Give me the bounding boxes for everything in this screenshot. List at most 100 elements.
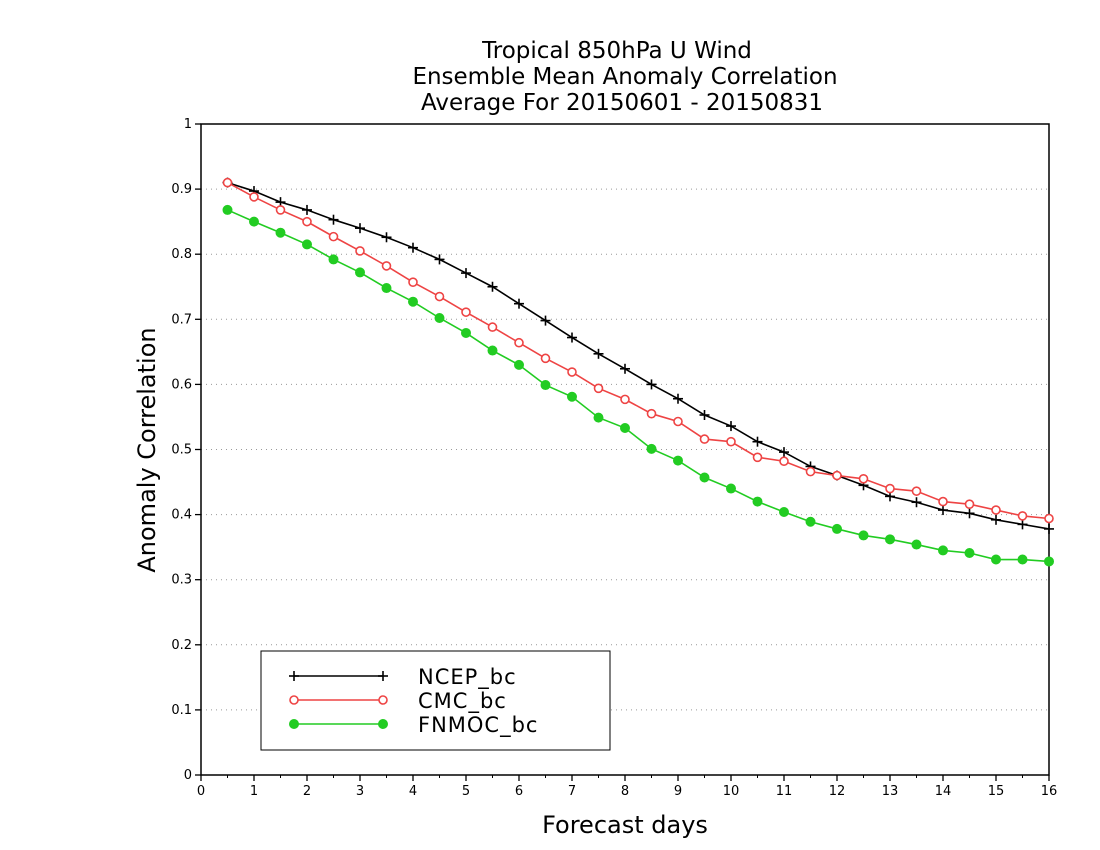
data-point-cmc-bc [1044,513,1054,524]
x-tick-label: 12 [829,784,846,799]
data-point-fnmoc-bc [779,506,789,517]
x-tick-label: 13 [882,784,899,799]
data-point-cmc-bc [991,505,1001,515]
data-point-cmc-bc [805,466,816,477]
data-point-fnmoc-bc [885,534,895,545]
data-point-ncep-bc [302,204,312,215]
data-point-ncep-bc [699,409,710,420]
legend-item-ncep-bc: NCEP_bc [289,665,517,690]
data-point-fnmoc-bc [593,412,604,423]
data-point-fnmoc-bc [832,523,842,534]
x-tick-label: 9 [674,784,682,799]
data-point-cmc-bc [328,231,339,242]
data-point-ncep-bc [593,348,604,359]
data-point-ncep-bc [408,242,418,253]
legend-marker-ncep-bc [378,671,388,681]
series-cmc-bc [222,177,1054,524]
data-point-fnmoc-bc [487,345,498,356]
x-tick-label: 15 [988,784,1005,799]
data-point-fnmoc-bc [222,204,233,215]
data-point-cmc-bc [964,499,975,509]
y-axis-title: Anomaly Correlation [133,327,161,572]
legend-marker-fnmoc-bc [378,719,388,729]
data-point-cmc-bc [858,473,869,484]
data-point-cmc-bc [699,434,710,444]
x-tick-label: 1 [250,784,258,799]
data-point-fnmoc-bc [858,530,869,541]
x-tick-label: 10 [723,784,740,799]
data-point-fnmoc-bc [726,483,736,494]
data-point-fnmoc-bc [567,391,577,402]
data-point-fnmoc-bc [275,227,286,238]
data-point-fnmoc-bc [408,296,418,307]
y-tick-label: 0.5 [171,443,192,458]
data-point-cmc-bc [593,383,604,394]
x-tick-label: 4 [409,784,417,799]
data-point-fnmoc-bc [434,312,445,323]
data-point-ncep-bc [434,254,445,265]
data-point-cmc-bc [355,246,365,256]
series-ncep-bc [222,177,1054,534]
grid-lines [201,188,1049,711]
data-point-cmc-bc [514,337,524,348]
data-point-fnmoc-bc [991,554,1001,565]
data-point-fnmoc-bc [355,267,365,278]
data-point-cmc-bc [620,394,630,405]
y-tick-label: 0.7 [171,312,192,327]
y-tick-label: 0.6 [171,377,192,392]
legend-label-ncep-bc: NCEP_bc [418,665,517,690]
legend-label-fnmoc-bc: FNMOC_bc [418,713,538,738]
x-tick-label: 8 [621,784,629,799]
data-point-cmc-bc [408,277,418,287]
y-tick-label: 0.1 [171,703,192,718]
data-point-ncep-bc [328,214,339,225]
data-point-ncep-bc [514,298,524,309]
data-point-ncep-bc [726,421,736,432]
y-tick-label: 0.9 [171,182,192,197]
data-point-ncep-bc [620,363,630,374]
data-point-cmc-bc [434,291,445,302]
data-point-ncep-bc [991,514,1001,525]
data-point-fnmoc-bc [911,539,922,550]
data-point-cmc-bc [832,470,842,481]
data-point-cmc-bc [302,216,312,227]
series-line-fnmoc-bc [227,209,1050,563]
chart-title-line-1: Tropical 850hPa U Wind [481,38,752,64]
data-point-fnmoc-bc [673,455,683,466]
data-point-cmc-bc [779,456,789,467]
data-point-ncep-bc [752,436,763,447]
series-line-ncep-bc [227,181,1050,530]
data-point-cmc-bc [911,486,922,496]
y-tick-label: 1 [184,117,192,132]
legend-label-cmc-bc: CMC_bc [418,689,507,714]
x-tick-label: 6 [515,784,523,799]
data-point-ncep-bc [646,379,657,390]
data-point-fnmoc-bc [646,443,657,454]
data-point-ncep-bc [461,268,471,279]
data-point-cmc-bc [885,483,895,494]
data-point-ncep-bc [964,508,975,519]
y-tick-label: 0 [184,768,192,783]
data-point-cmc-bc [249,192,259,202]
data-point-cmc-bc [646,408,657,419]
data-point-ncep-bc [540,315,551,326]
data-point-fnmoc-bc [1044,556,1054,567]
x-tick-label: 0 [197,784,205,799]
chart-title-line-2: Ensemble Mean Anomaly Correlation [412,64,837,90]
data-point-fnmoc-bc [381,283,392,294]
data-point-cmc-bc [540,353,551,364]
data-point-fnmoc-bc [805,516,816,527]
legend-marker-cmc-bc [378,695,388,705]
data-point-cmc-bc [222,177,233,188]
data-point-cmc-bc [938,496,948,507]
data-point-fnmoc-bc [461,327,471,338]
data-point-ncep-bc [355,223,365,234]
data-point-ncep-bc [1044,523,1054,534]
data-point-ncep-bc [779,447,789,458]
y-tick-label: 0.3 [171,573,192,588]
data-point-fnmoc-bc [1017,554,1028,565]
data-point-fnmoc-bc [514,359,524,370]
data-point-fnmoc-bc [540,380,551,391]
